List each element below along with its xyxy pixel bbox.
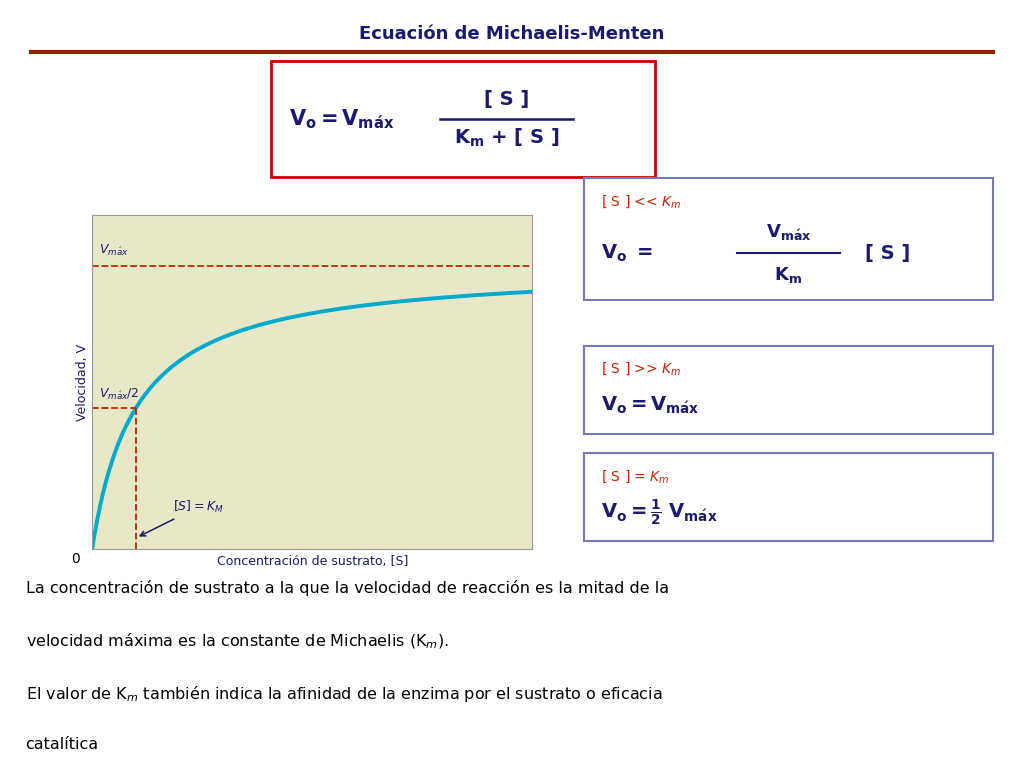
Text: [ S ]: [ S ] <box>865 244 910 263</box>
Text: 0: 0 <box>71 552 80 566</box>
Text: [ S ]: [ S ] <box>484 91 529 109</box>
Text: La concentración de sustrato a la que la velocidad de reacción es la mitad de la: La concentración de sustrato a la que la… <box>26 580 669 596</box>
Text: $\mathbf{V_o = V_{m\acute{a}x}}$: $\mathbf{V_o = V_{m\acute{a}x}}$ <box>601 395 699 416</box>
Text: Ecuación de Michaelis-Menten: Ecuación de Michaelis-Menten <box>359 25 665 42</box>
Text: [ S ] << $K_m$: [ S ] << $K_m$ <box>601 193 682 210</box>
Text: [ S ] = $K_m$: [ S ] = $K_m$ <box>601 468 670 485</box>
FancyBboxPatch shape <box>584 453 993 541</box>
Y-axis label: Velocidad, V: Velocidad, V <box>77 343 89 421</box>
Text: $\mathbf{V_o = \frac{1}{2}\ V_{m\acute{a}x}}$: $\mathbf{V_o = \frac{1}{2}\ V_{m\acute{a… <box>601 498 718 528</box>
X-axis label: Concentración de sustrato, [S]: Concentración de sustrato, [S] <box>217 554 408 568</box>
FancyBboxPatch shape <box>271 61 655 177</box>
Text: catalítica: catalítica <box>26 737 98 752</box>
FancyBboxPatch shape <box>584 178 993 300</box>
FancyBboxPatch shape <box>584 346 993 434</box>
Text: $\mathbf{K_m}$: $\mathbf{K_m}$ <box>774 265 803 285</box>
Text: [ S ] >> $K_m$: [ S ] >> $K_m$ <box>601 360 682 377</box>
Text: $\mathbf{K_m}$ + [ S ]: $\mathbf{K_m}$ + [ S ] <box>454 127 560 150</box>
Text: $\mathbf{V_o\ =}$: $\mathbf{V_o\ =}$ <box>601 243 653 264</box>
Text: $V_{m\acute{a}x}$/2: $V_{m\acute{a}x}$/2 <box>99 387 140 402</box>
Text: $[S] = K_M$: $[S] = K_M$ <box>140 499 223 536</box>
Text: velocidad máxima es la constante de Michaelis (K$_m$).: velocidad máxima es la constante de Mich… <box>26 632 449 651</box>
Text: $V_{m\acute{a}x}$: $V_{m\acute{a}x}$ <box>99 243 129 257</box>
Text: $\mathbf{V_o = V_{m\acute{a}x}}$: $\mathbf{V_o = V_{m\acute{a}x}}$ <box>289 108 394 131</box>
Text: El valor de K$_m$ también indica la afinidad de la enzima por el sustrato o efic: El valor de K$_m$ también indica la afin… <box>26 684 663 704</box>
Text: $\mathbf{V_{m\acute{a}x}}$: $\mathbf{V_{m\acute{a}x}}$ <box>766 222 811 242</box>
